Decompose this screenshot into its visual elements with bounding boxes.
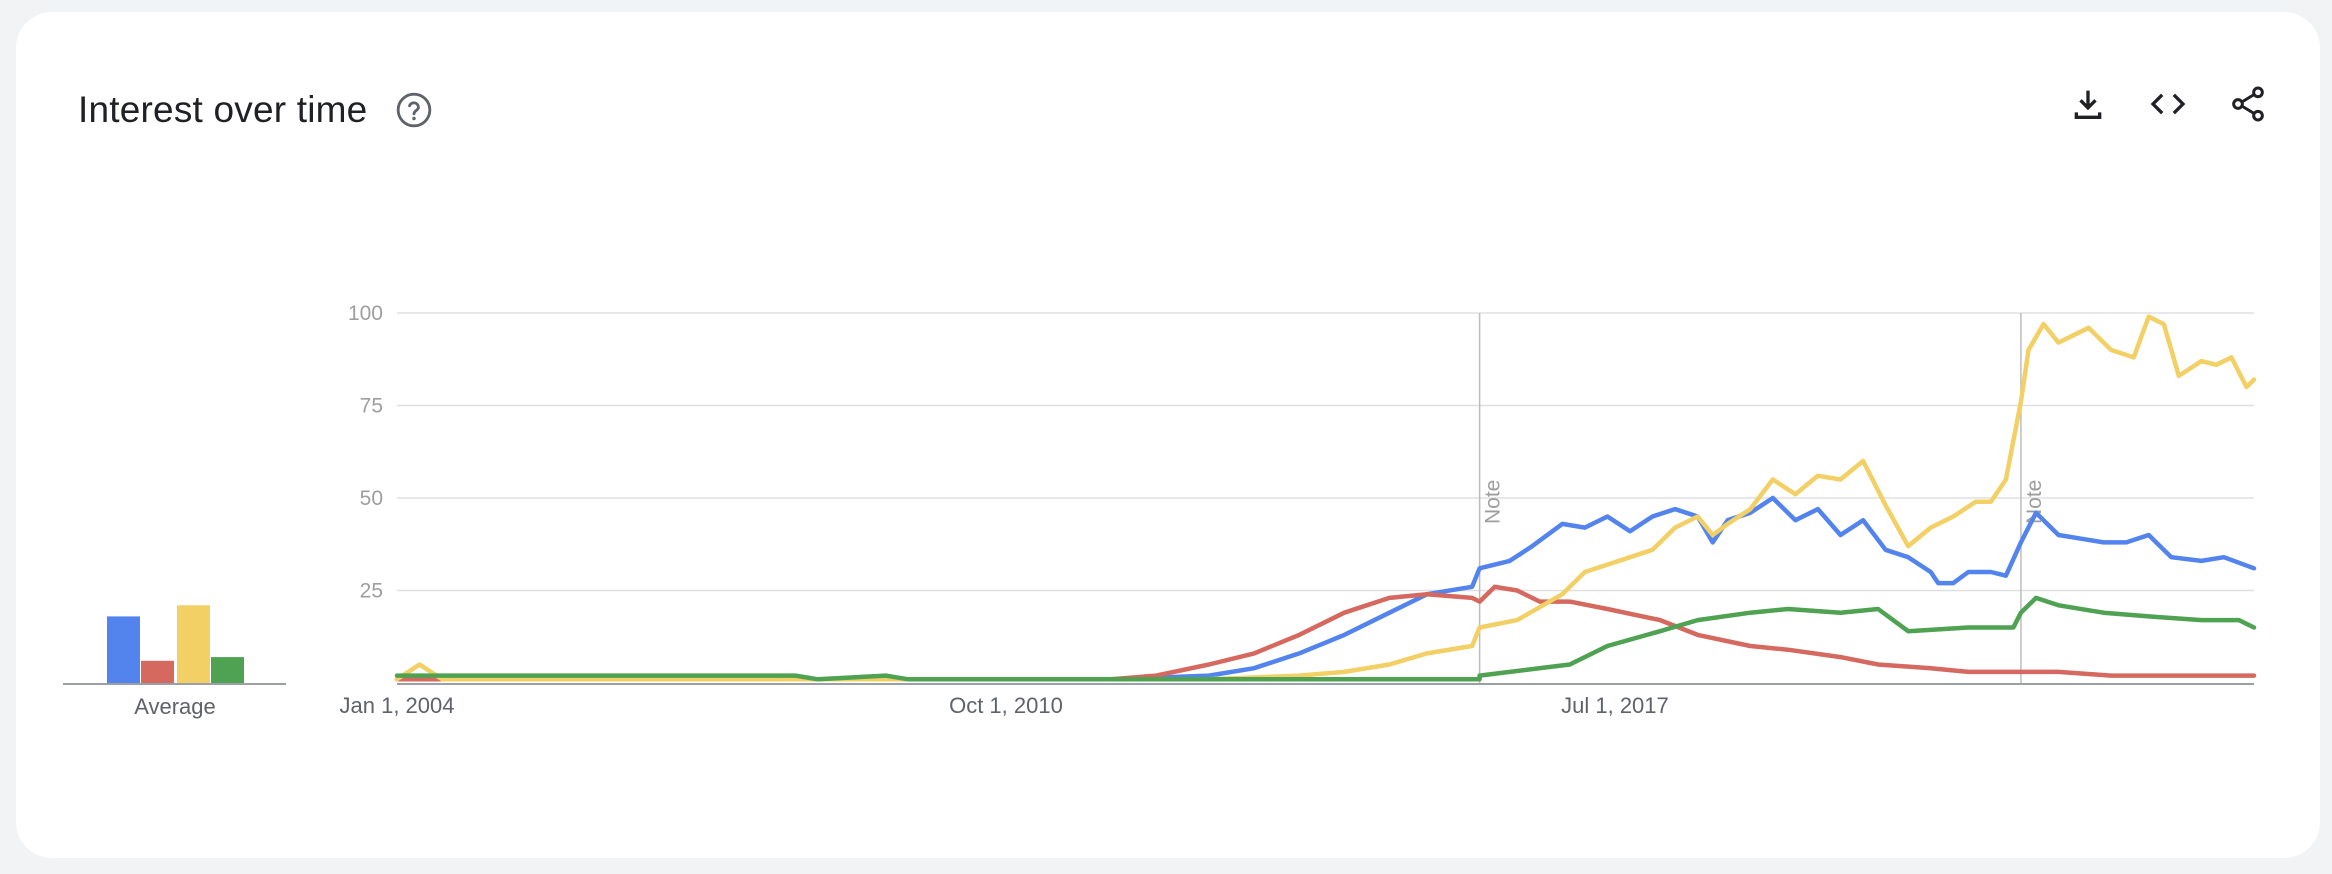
average-bar-green [211,657,244,683]
x-axis: Jan 1, 2004 Oct 1, 2010 Jul 1, 2017 [340,683,2254,718]
chart-grid: 100 75 50 25 [348,302,2254,603]
interest-over-time-card: Interest over time [16,12,2320,858]
share-button[interactable] [2228,84,2268,124]
series-line-red [394,584,2257,682]
average-bar-red [141,660,174,683]
x-tick-label: Jan 1, 2004 [340,693,455,718]
download-icon [2074,90,2102,119]
chart-notes: Note Note [1478,313,2046,683]
y-tick-label: 75 [360,395,383,418]
average-bar-yellow [177,605,210,683]
code-icon [2150,93,2186,115]
chart-series [394,314,2257,682]
download-button[interactable] [2068,84,2108,124]
y-tick-label: 50 [360,487,383,510]
y-tick-label: 100 [348,302,383,325]
average-bars: Average [63,605,286,719]
card-title: Interest over time [78,89,368,130]
y-tick-label: 25 [360,580,383,603]
average-label: Average [134,694,216,719]
note-label: Note [2023,480,2046,524]
embed-button[interactable] [2148,84,2188,124]
series-line-green [394,595,2257,682]
card-toolbar [2068,84,2268,124]
x-tick-label: Jul 1, 2017 [1561,693,1669,718]
average-bar-blue [107,616,140,683]
note-label: Note [1482,480,1505,524]
share-icon [2232,86,2264,122]
card-header: Interest over time [78,82,433,138]
series-line-yellow [394,314,2257,682]
series-line-blue [394,495,2257,682]
x-tick-label: Oct 1, 2010 [949,693,1063,718]
help-circle-icon[interactable] [395,91,433,129]
